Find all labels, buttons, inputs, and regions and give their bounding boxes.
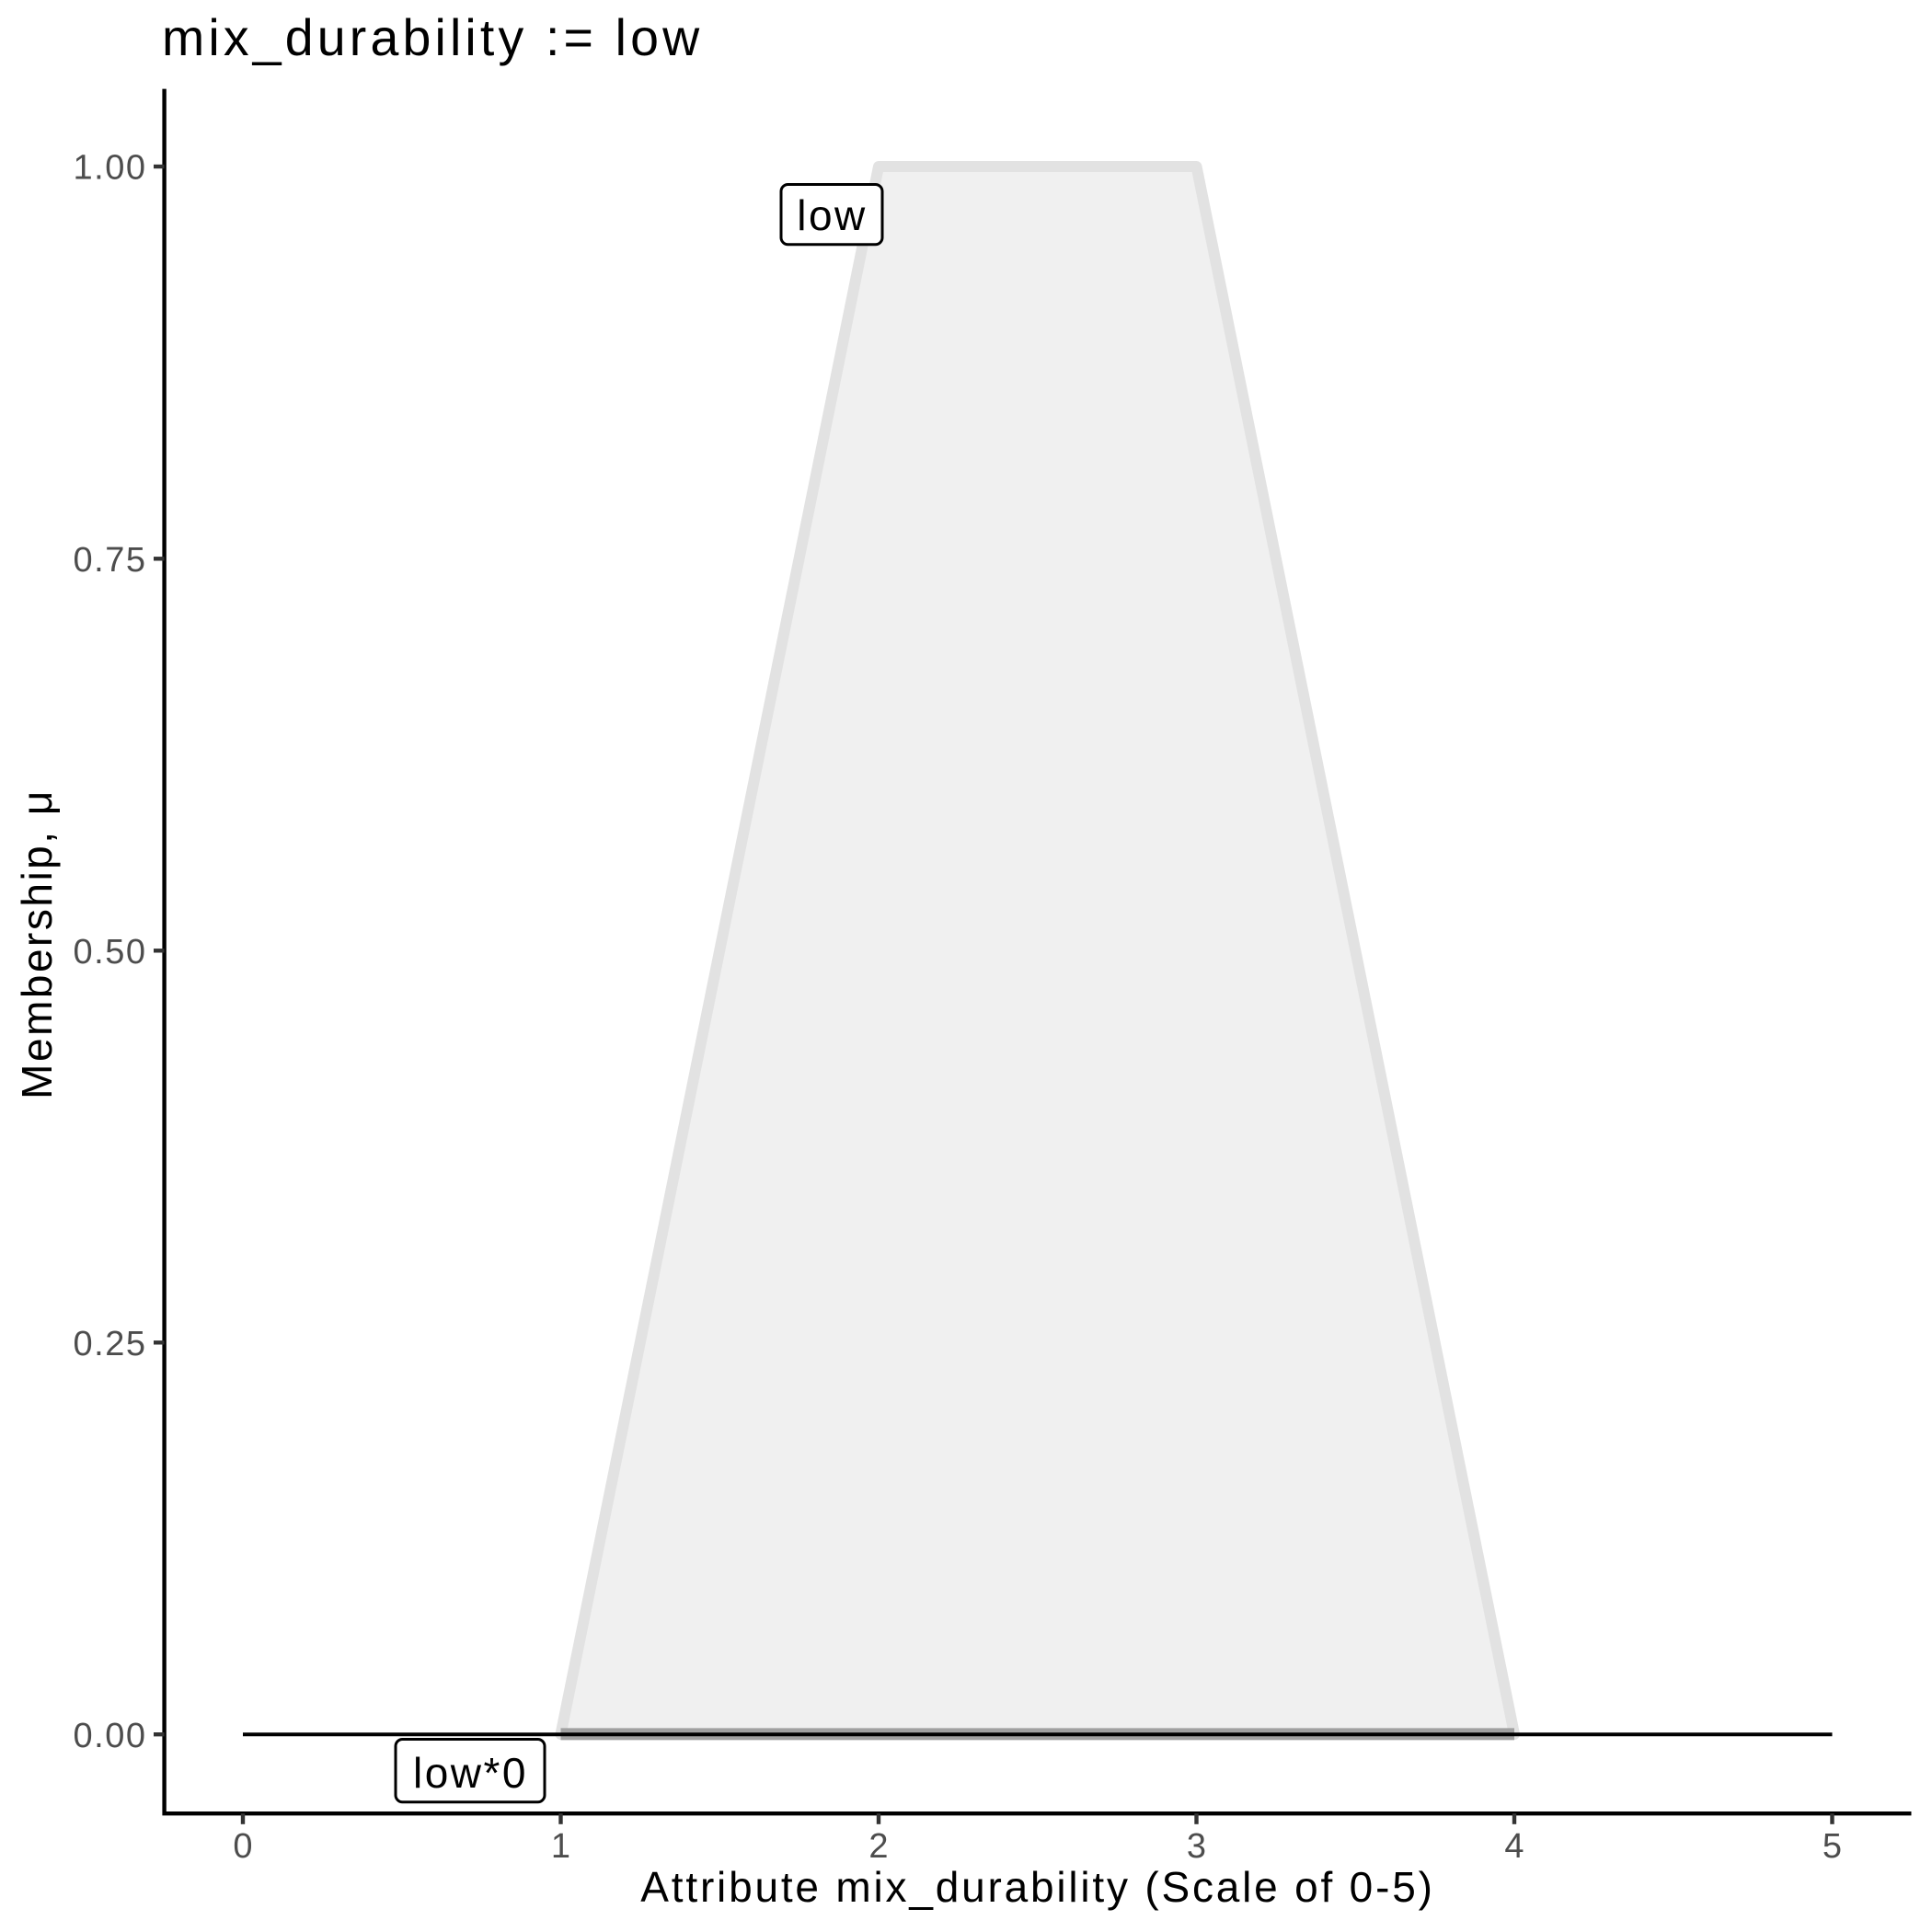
svg-text:mix_durability := low: mix_durability := low	[162, 9, 703, 66]
svg-text:1.00: 1.00	[74, 149, 147, 188]
svg-text:0.50: 0.50	[74, 933, 147, 972]
svg-text:Membership, μ: Membership, μ	[13, 788, 61, 1099]
svg-text:1: 1	[551, 1827, 570, 1866]
svg-text:low*0: low*0	[413, 1749, 528, 1797]
svg-text:0.25: 0.25	[74, 1325, 147, 1363]
svg-text:4: 4	[1504, 1827, 1524, 1866]
svg-text:5: 5	[1823, 1827, 1842, 1866]
svg-text:2: 2	[868, 1827, 888, 1866]
svg-text:0.00: 0.00	[74, 1717, 147, 1755]
svg-text:0: 0	[233, 1827, 252, 1866]
svg-text:3: 3	[1187, 1827, 1206, 1866]
svg-text:Attribute mix_durability (Scal: Attribute mix_durability (Scale of 0-5)	[640, 1863, 1434, 1911]
svg-text:low: low	[797, 191, 868, 239]
svg-text:0.75: 0.75	[74, 541, 147, 580]
